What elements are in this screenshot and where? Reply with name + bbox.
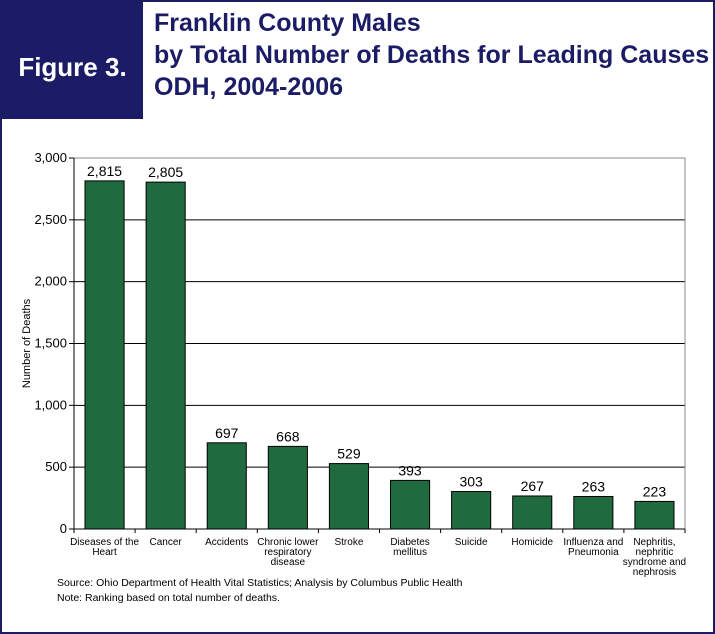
x-tick-label: respiratory xyxy=(264,547,311,558)
x-tick-label: nephrosis xyxy=(633,567,676,578)
title-box: Franklin County Males by Total Number of… xyxy=(143,2,713,119)
ranking-note: Note: Ranking based on total number of d… xyxy=(57,592,280,604)
y-tick-label: 0 xyxy=(60,521,67,536)
x-tick-label: Diabetes xyxy=(390,537,429,548)
data-label: 2,815 xyxy=(87,163,122,179)
x-tick-label: Influenza and xyxy=(563,537,623,548)
x-tick-label: disease xyxy=(271,557,306,568)
data-label: 303 xyxy=(459,474,483,490)
bar xyxy=(145,181,186,530)
bar xyxy=(328,463,370,530)
data-label: 697 xyxy=(215,425,239,441)
data-label: 223 xyxy=(643,483,667,499)
x-tick-label: Homicide xyxy=(511,537,553,548)
data-label: 529 xyxy=(337,446,361,462)
bar xyxy=(389,479,431,530)
figure-label: Figure 3. xyxy=(18,52,127,82)
x-tick-label: Pneumonia xyxy=(568,547,619,558)
data-label: 668 xyxy=(276,428,300,444)
bar xyxy=(634,500,675,530)
bar xyxy=(573,495,614,530)
x-tick-label: Accidents xyxy=(205,537,248,548)
y-tick-label: 1,000 xyxy=(34,397,67,412)
bar xyxy=(267,445,308,530)
source-note: Source: Ohio Department of Health Vital … xyxy=(57,577,463,589)
data-label: 267 xyxy=(521,478,545,494)
y-tick-label: 2,000 xyxy=(34,274,67,289)
x-tick-label: Heart xyxy=(92,547,117,558)
y-tick-label: 1,500 xyxy=(34,336,67,351)
x-tick-label: mellitus xyxy=(393,547,427,558)
figure-badge: Figure 3. xyxy=(2,2,143,119)
chart-title-line-3: ODH, 2004-2006 xyxy=(154,73,344,101)
x-tick-label: syndrome and xyxy=(623,557,686,568)
bar xyxy=(206,442,247,530)
y-tick-label: 2,500 xyxy=(34,212,67,227)
x-tick-label: Nephritis, xyxy=(633,537,675,548)
bar xyxy=(512,495,553,530)
bar xyxy=(451,491,492,530)
chart-title-line-1: Franklin County Males xyxy=(154,9,421,37)
data-label: 393 xyxy=(398,462,422,478)
x-tick-label: Diseases of the xyxy=(70,537,139,548)
data-label: 2,805 xyxy=(148,164,183,180)
data-label: 263 xyxy=(582,478,606,494)
x-tick-label: nephritic xyxy=(636,547,674,558)
x-tick-label: Chronic lower xyxy=(257,537,319,548)
bar xyxy=(84,180,125,530)
chart-title-line-2: by Total Number of Deaths for Leading Ca… xyxy=(154,41,710,69)
figure-header: Figure 3. Franklin County Males by Total… xyxy=(2,2,713,119)
x-tick-label: Suicide xyxy=(455,537,488,548)
y-axis-title: Number of Deaths xyxy=(21,298,33,388)
x-tick-label: Cancer xyxy=(150,537,183,548)
y-tick-label: 3,000 xyxy=(34,150,67,165)
y-tick-label: 500 xyxy=(45,459,67,474)
x-tick-label: Stroke xyxy=(334,537,363,548)
